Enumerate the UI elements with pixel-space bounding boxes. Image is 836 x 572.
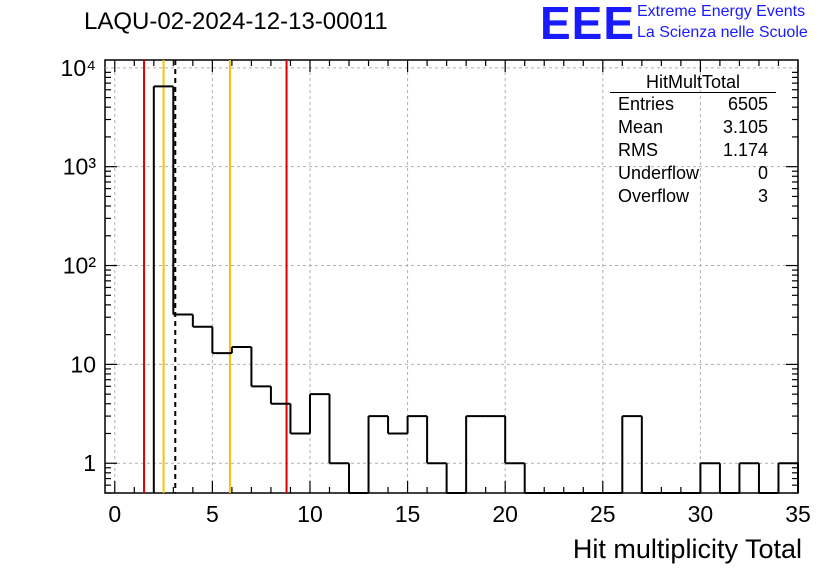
stats-row-mean: Mean 3.105 [610,116,776,139]
y-tick-label: 1 [83,450,96,476]
stats-row-entries: Entries 6505 [610,93,776,116]
x-tick-label: 20 [492,501,518,527]
x-axis-label: Hit multiplicity Total [573,534,802,564]
histogram-bars [152,85,799,494]
chart-title: LAQU-02-2024-12-13-00011 [84,8,388,35]
x-tick-label: 35 [785,501,811,527]
stats-label: Overflow [618,186,690,206]
stats-label: Entries [618,94,675,114]
y-tick-label: 10² [63,253,97,279]
logo-line-2: La Scienza nelle Scuole [637,24,808,41]
stats-value: 1.174 [722,140,768,160]
x-tick-label: 25 [590,501,616,527]
stats-value: 3.105 [722,117,768,137]
x-tick-label: 15 [395,501,421,527]
y-tick-label: 10⁴ [61,55,96,81]
axis-ticks [105,60,799,494]
x-tick-label: 30 [688,501,714,527]
x-tick-label: 0 [108,501,121,527]
logo-line-1: Extreme Energy Events [637,3,806,20]
stats-row-underflow: Underflow 0 [610,162,776,185]
stats-value: 6505 [727,94,768,114]
stats-title: HitMultTotal [610,72,776,93]
x-tick-label: 5 [206,501,219,527]
stats-value: 0 [757,163,768,183]
y-tick-label: 10 [70,351,96,377]
stats-label: Mean [618,117,664,137]
x-tick-label: 10 [297,501,323,527]
y-tick-label: 10³ [63,154,97,180]
stats-label: RMS [618,140,658,160]
stats-value: 3 [757,186,768,206]
stats-box: HitMultTotal Entries 6505 Mean 3.105 RMS… [610,72,776,208]
stats-row-rms: RMS 1.174 [610,139,776,162]
stats-row-overflow: Overflow 3 [610,185,776,208]
marker-lines [143,60,288,493]
stats-label: Underflow [618,163,700,183]
eee-logo: EEE [540,0,636,49]
